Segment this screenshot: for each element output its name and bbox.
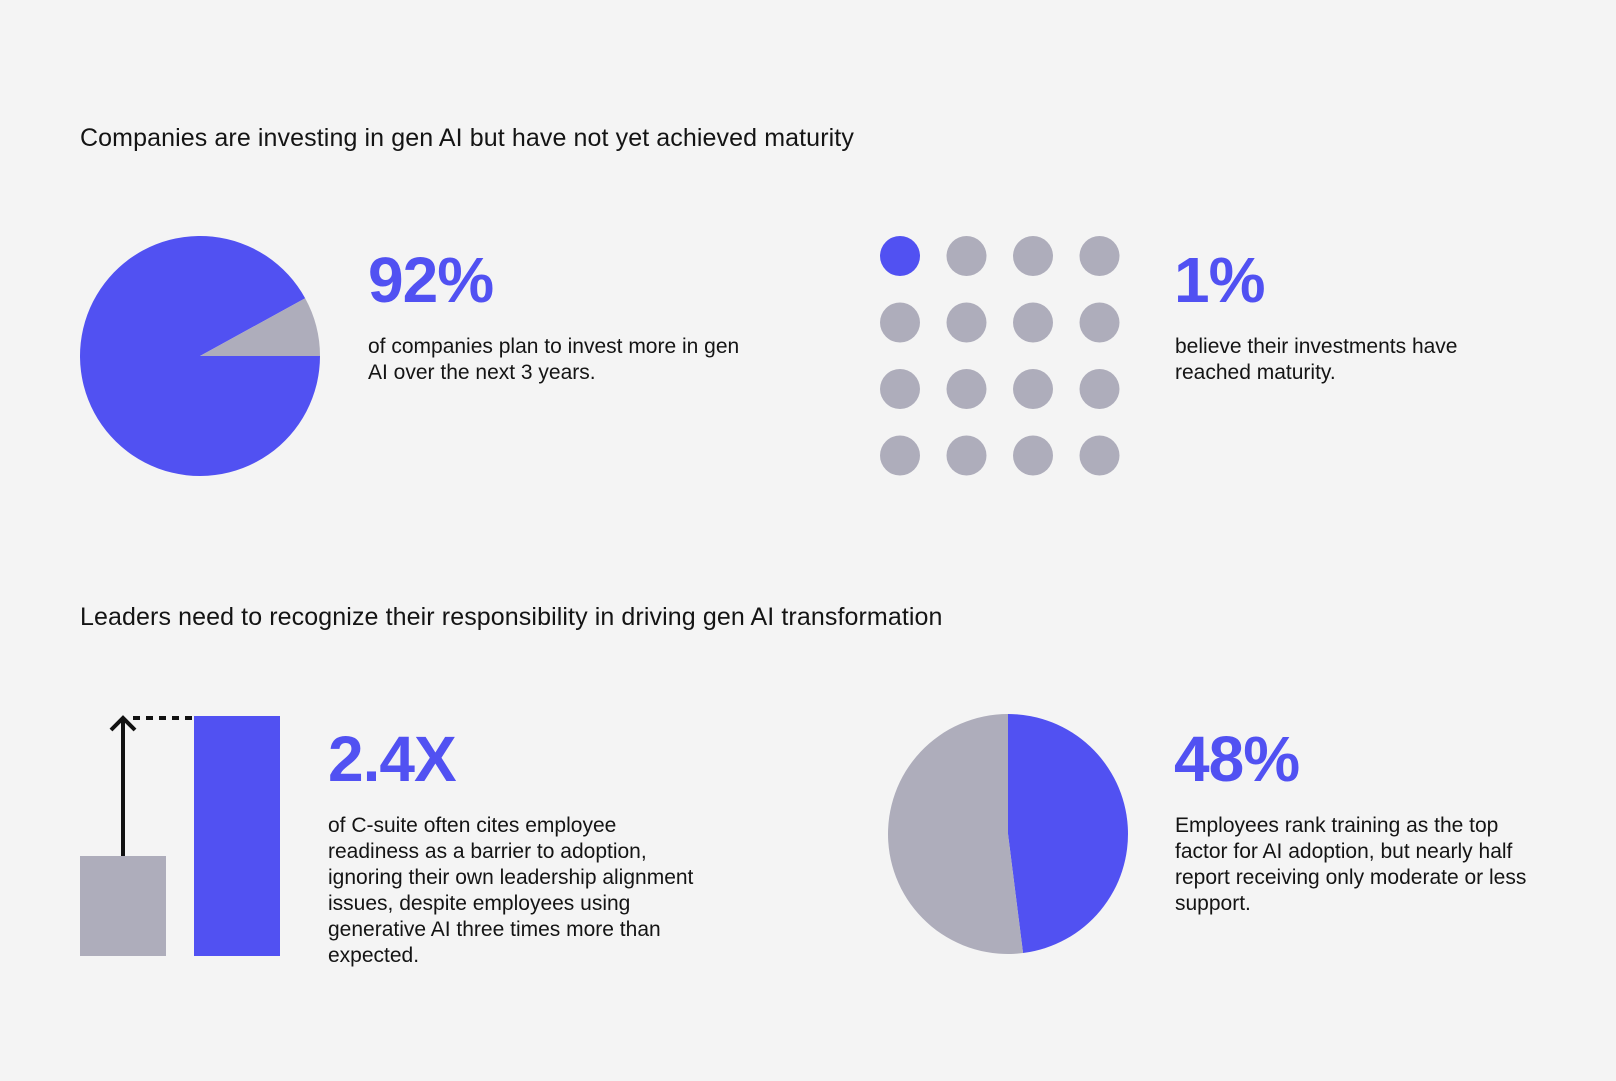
dot (1079, 302, 1120, 343)
dot (946, 302, 987, 343)
pie-slice-moderate-or-less (1008, 714, 1129, 954)
stat-value-48: 48% (1174, 723, 1300, 795)
dot (880, 302, 920, 343)
stat-description-maturity: believe their investments have reached m… (1175, 335, 1458, 384)
stat-value-92: 92% (368, 244, 494, 316)
dot-highlighted (880, 236, 920, 276)
section-title-leaders: Leaders need to recognize their responsi… (80, 603, 943, 631)
stat-value-1: 1% (1174, 244, 1265, 316)
stat-description-training: Employees rank training as the top facto… (1175, 814, 1527, 915)
dot (880, 369, 920, 409)
dot (880, 435, 920, 476)
arrow-head-icon (109, 715, 137, 732)
pie-slice-other (888, 714, 1024, 954)
section-title-maturity: Companies are investing in gen AI but ha… (80, 124, 854, 152)
dot (946, 435, 987, 476)
pie-slice-invest-more (80, 235, 320, 476)
bar-actual (194, 716, 280, 956)
dot (1013, 236, 1053, 276)
bar-comparison-chart (80, 715, 280, 956)
dot (1013, 435, 1053, 476)
dot (1013, 369, 1053, 409)
pie-slice-other (200, 298, 320, 356)
dot (1079, 236, 1120, 276)
dot (1079, 369, 1120, 409)
dot (946, 369, 987, 409)
dot (1079, 435, 1120, 476)
stat-description-invest: of companies plan to invest more in gen … (368, 335, 740, 384)
dot (1013, 302, 1053, 343)
pie-chart-invest (80, 235, 320, 476)
bar-expected (80, 856, 166, 956)
dot-grid-chart (880, 236, 1120, 476)
dot (946, 236, 987, 276)
stat-value-2-4x: 2.4X (328, 723, 457, 795)
pie-chart-support (888, 714, 1129, 954)
stat-description-readiness: of C-suite often cites employee readines… (328, 814, 694, 967)
